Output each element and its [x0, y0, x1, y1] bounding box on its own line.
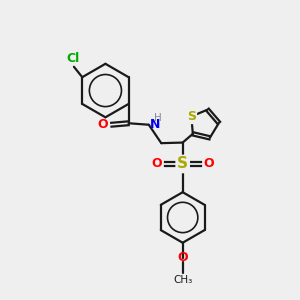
Text: Cl: Cl: [66, 52, 80, 65]
Text: O: O: [203, 158, 214, 170]
Text: CH₃: CH₃: [173, 274, 192, 284]
Text: O: O: [151, 158, 162, 170]
Text: S: S: [177, 157, 188, 172]
Text: N: N: [149, 118, 160, 131]
Text: H: H: [154, 113, 162, 123]
Text: O: O: [177, 251, 188, 264]
Text: O: O: [97, 118, 108, 131]
Text: S: S: [187, 110, 196, 123]
